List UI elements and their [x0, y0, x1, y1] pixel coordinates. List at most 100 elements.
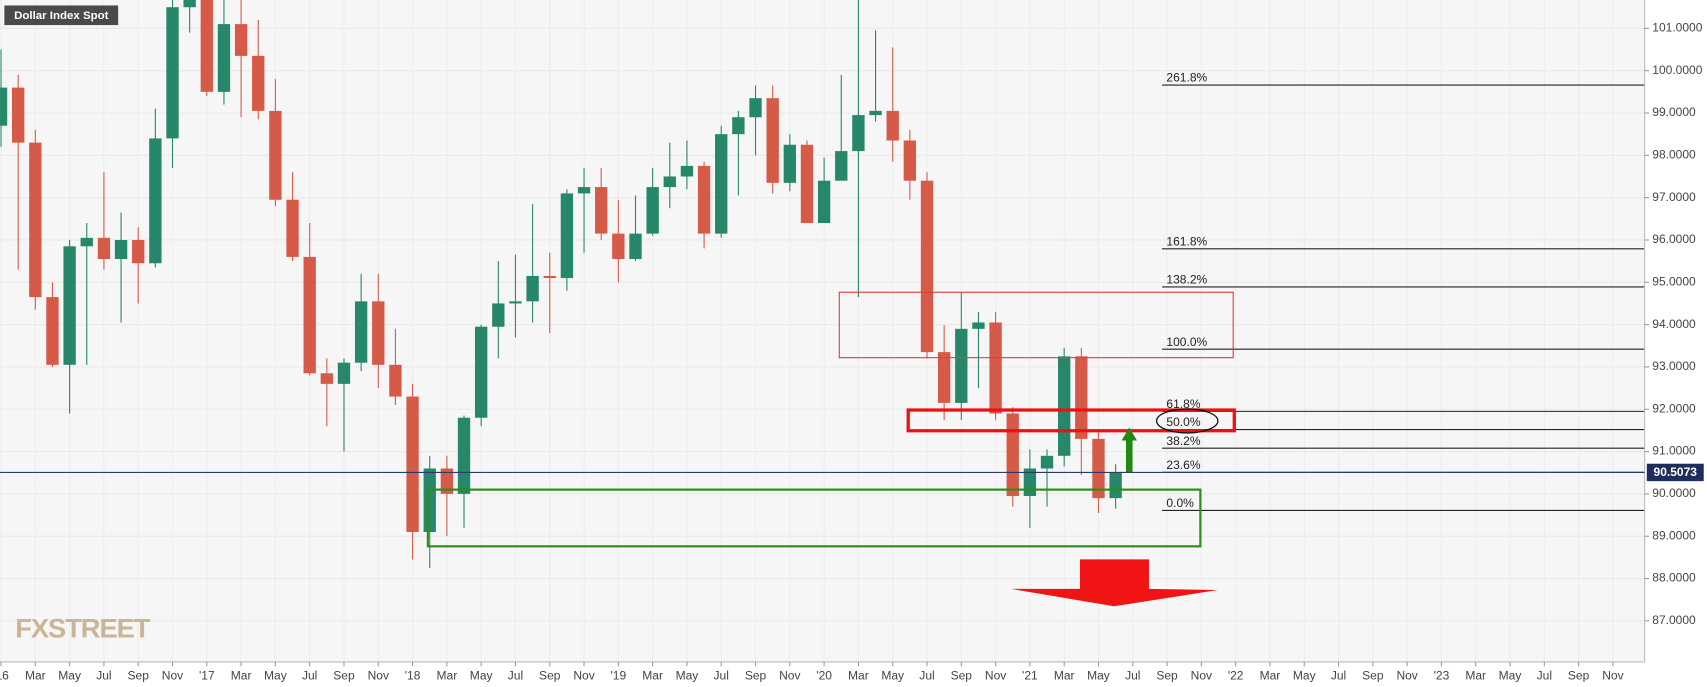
y-tick-label: 98.0000	[1652, 148, 1696, 162]
y-tick-label: 101.0000	[1652, 21, 1702, 35]
y-tick-label: 99.0000	[1652, 105, 1696, 119]
axes: 87.0000 88.0000 89.0000 90.0000 91.0000 92.00…	[0, 21, 1704, 682]
candle-body	[389, 364, 402, 397]
fib-label: 61.8%	[1166, 397, 1200, 411]
candle-body	[132, 239, 145, 264]
x-tick-label: Jul	[1537, 668, 1552, 682]
y-tick-label: 94.0000	[1652, 317, 1696, 331]
x-tick-label: Jul	[1331, 668, 1346, 682]
candle-body	[423, 468, 436, 532]
candle-body	[252, 55, 265, 111]
candle-body	[749, 98, 762, 118]
fib-label: 50.0%	[1166, 415, 1200, 429]
x-tick-label: Mar	[848, 668, 869, 682]
candle-body	[1058, 356, 1071, 456]
candles	[0, 0, 1122, 568]
last-price-box	[1646, 463, 1704, 482]
x-tick-label: Mar	[25, 668, 46, 682]
x-tick-label: Nov	[1396, 668, 1417, 682]
candle-body	[354, 301, 368, 363]
candle-body	[697, 165, 711, 234]
resistance-box	[838, 291, 1234, 359]
x-tick-label: May	[470, 668, 493, 682]
y-tick-label: 97.0000	[1652, 190, 1696, 204]
candle-body	[972, 322, 985, 329]
y-tick-label: 87.0000	[1652, 613, 1696, 627]
candle-body	[989, 322, 1002, 414]
x-tick-label: May	[264, 668, 287, 682]
candle-body	[869, 110, 882, 116]
y-tick-label: 95.0000	[1652, 274, 1696, 288]
candle-body	[149, 138, 162, 264]
y-tick-label: 100.0000	[1652, 63, 1702, 77]
candle-body	[766, 98, 779, 183]
candle-body	[955, 328, 968, 403]
support-box	[426, 488, 1202, 548]
fib-label: 0.0%	[1166, 496, 1194, 510]
candle-body	[0, 87, 8, 126]
candle-body	[1092, 438, 1105, 499]
candle-body	[492, 303, 505, 327]
y-tick-label: 89.0000	[1652, 528, 1696, 542]
candle-body	[612, 233, 625, 260]
candle-body	[1040, 455, 1054, 469]
last-price-label: 90.5073	[1654, 465, 1698, 479]
x-tick-label: Jul	[302, 668, 317, 682]
x-tick-label: Jul	[508, 668, 523, 682]
fib-label: 261.8%	[1166, 71, 1207, 85]
x-tick-label: Mar	[1465, 668, 1486, 682]
candle-body	[783, 144, 796, 183]
candle-body	[97, 237, 111, 260]
candle-body	[474, 326, 488, 418]
y-tick-label: 90.0000	[1652, 486, 1696, 500]
candle-body	[920, 180, 934, 353]
x-tick-label: '22	[1228, 668, 1244, 682]
fib-zone-box	[906, 408, 1236, 433]
candle-body	[835, 151, 848, 181]
x-tick-label: Mar	[437, 668, 458, 682]
x-tick-label: Mar	[1260, 668, 1281, 682]
candle-body	[286, 199, 299, 257]
candle-body	[886, 110, 899, 141]
candle-body	[817, 180, 831, 224]
candle-body	[526, 275, 539, 302]
x-tick-label: Nov	[779, 668, 800, 682]
y-tick-label: 88.0000	[1652, 571, 1696, 585]
x-tick-label: Sep	[333, 668, 355, 682]
candle-body	[372, 301, 385, 365]
x-tick-label: May	[1293, 668, 1316, 682]
x-tick-label: May	[1499, 668, 1522, 682]
candle-body	[543, 275, 556, 279]
x-tick-label: '23	[1434, 668, 1450, 682]
candle-body	[234, 24, 248, 56]
candle-body	[200, 0, 213, 92]
candle-body	[560, 193, 574, 279]
x-tick-label: Sep	[1156, 668, 1178, 682]
x-tick-label: Mar	[1054, 668, 1075, 682]
candle-body	[680, 165, 694, 177]
x-tick-label: Sep	[539, 668, 561, 682]
candle-body	[217, 24, 231, 92]
candle-body	[63, 246, 76, 365]
candle-body	[80, 237, 93, 247]
x-tick-label: Jul	[96, 668, 111, 682]
up-arrow	[1121, 427, 1137, 473]
x-tick-label: Sep	[745, 668, 767, 682]
candle-body	[166, 7, 179, 139]
x-tick-label: May	[676, 668, 699, 682]
candle-body	[800, 144, 814, 224]
candle-body	[646, 187, 659, 234]
candle-body	[1075, 356, 1088, 439]
watermark: FXSTREET	[15, 613, 150, 644]
x-tick-label: '21	[1022, 668, 1038, 682]
candle-body	[1109, 472, 1122, 499]
fib-label: 161.8%	[1166, 234, 1207, 248]
fib-label: 138.2%	[1166, 273, 1207, 287]
x-tick-label: May	[881, 668, 904, 682]
x-tick-label: Nov	[985, 668, 1006, 682]
x-tick-label: '18	[405, 668, 421, 682]
candle-body	[509, 301, 522, 304]
plot-area	[0, 0, 1645, 662]
title-box	[4, 5, 119, 26]
x-tick-label: Mar	[231, 668, 252, 682]
